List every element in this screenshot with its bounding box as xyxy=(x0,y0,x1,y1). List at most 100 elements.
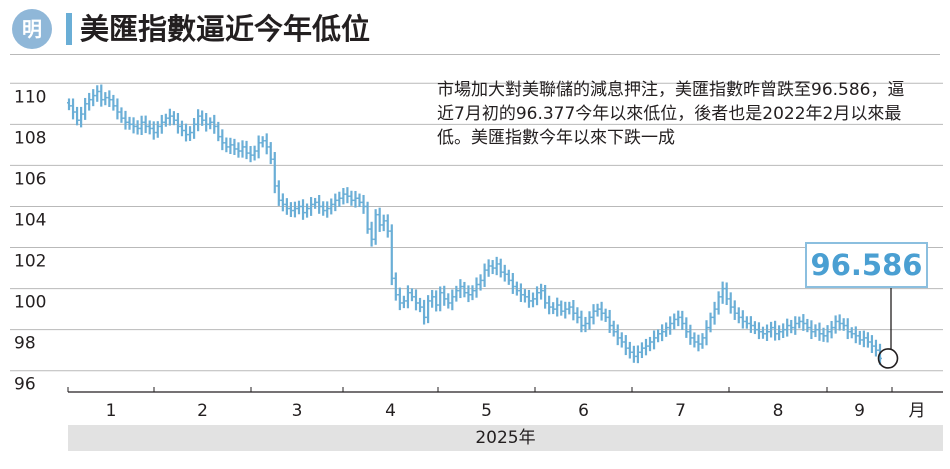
ohlc-bar xyxy=(131,117,136,134)
ohlc-bar xyxy=(535,286,540,306)
ohlc-bar xyxy=(288,202,293,217)
ohlc-bar xyxy=(849,327,854,339)
ohlc-bar xyxy=(292,201,297,218)
ohlc-bar xyxy=(111,94,116,111)
ohlc-bar xyxy=(345,187,350,204)
ohlc-bar xyxy=(789,319,794,334)
ohlc-bar xyxy=(430,290,435,308)
ohlc-bar xyxy=(514,281,519,296)
ohlc-bar xyxy=(760,326,765,339)
ohlc-bar xyxy=(301,199,306,220)
ohlc-bar xyxy=(583,316,588,333)
brand-logo: 明 xyxy=(12,9,52,49)
ohlc-bar xyxy=(841,318,846,331)
ohlc-bar xyxy=(373,209,378,245)
ohlc-bar xyxy=(119,107,124,123)
low-marker-circle xyxy=(877,348,899,369)
ohlc-bar xyxy=(744,316,749,329)
ohlc-bar xyxy=(426,295,431,324)
ohlc-bar xyxy=(664,322,669,337)
ohlc-bar xyxy=(434,290,439,312)
ohlc-bar xyxy=(708,312,713,333)
ohlc-bar xyxy=(99,84,104,107)
ohlc-bar xyxy=(107,90,112,107)
ohlc-bar xyxy=(361,194,366,214)
ohlc-bar xyxy=(587,311,592,330)
ohlc-bar xyxy=(244,140,249,160)
y-tick-label: 104 xyxy=(14,210,46,230)
year-label: 2025年 xyxy=(475,428,536,448)
ohlc-bar xyxy=(607,309,612,333)
ohlc-bar xyxy=(668,316,673,335)
ohlc-bar xyxy=(696,334,701,352)
ohlc-bar xyxy=(175,113,180,134)
ohlc-bar xyxy=(305,203,310,218)
chart-title: 美匯指數逼近今年低位 xyxy=(80,12,371,46)
ohlc-bar xyxy=(184,123,189,142)
ohlc-bar xyxy=(494,256,499,276)
ohlc-bar xyxy=(595,303,600,317)
ohlc-bar xyxy=(785,318,790,337)
ohlc-bar xyxy=(510,273,515,294)
ohlc-bar xyxy=(284,198,289,215)
annotation-text: 市場加大對美聯儲的減息押注，美匯指數昨曾跌至96.586，逼近7月初的96.37… xyxy=(437,80,905,148)
ohlc-bar xyxy=(87,92,92,111)
ohlc-bar xyxy=(268,142,273,165)
ohlc-bar xyxy=(143,115,148,134)
ohlc-bar xyxy=(454,285,459,302)
ohlc-bar xyxy=(684,317,689,338)
y-tick-label: 110 xyxy=(14,87,46,107)
ohlc-bar xyxy=(571,299,576,321)
ohlc-bar xyxy=(769,321,774,338)
ohlc-bar xyxy=(325,201,330,218)
ohlc-bar xyxy=(599,301,604,321)
price-bars xyxy=(67,84,882,365)
ohlc-bar xyxy=(518,283,523,302)
low-value-callout: 96.586 xyxy=(805,242,928,288)
ohlc-bar xyxy=(397,287,402,311)
ohlc-bar xyxy=(317,195,322,214)
ohlc-bar xyxy=(95,85,100,102)
ohlc-bar xyxy=(413,289,418,311)
ohlc-bar xyxy=(123,110,128,130)
ohlc-bar xyxy=(353,190,358,208)
ohlc-bar xyxy=(603,308,608,322)
ohlc-bar xyxy=(853,326,858,344)
ohlc-bar xyxy=(405,285,410,309)
ohlc-bar xyxy=(151,121,156,140)
ohlc-bar xyxy=(349,190,354,206)
ohlc-bar xyxy=(857,330,862,345)
ohlc-bar xyxy=(756,322,761,340)
ohlc-bar xyxy=(333,193,338,212)
ohlc-bar xyxy=(526,289,531,308)
ohlc-bar xyxy=(813,324,818,338)
ohlc-bar xyxy=(531,292,536,308)
ohlc-bar xyxy=(793,316,798,335)
ohlc-bar xyxy=(716,291,721,315)
ohlc-bar xyxy=(224,137,229,153)
ohlc-bar xyxy=(79,106,84,128)
x-tick-label: 6 xyxy=(578,401,589,421)
ohlc-bar xyxy=(127,116,132,130)
ohlc-bar xyxy=(869,335,874,353)
y-tick-label: 98 xyxy=(14,334,36,354)
ohlc-bar xyxy=(825,325,830,343)
ohlc-bar xyxy=(171,111,176,126)
ohlc-bar xyxy=(619,332,624,348)
ohlc-bar xyxy=(103,92,108,106)
ohlc-bar xyxy=(522,289,527,303)
ohlc-bar xyxy=(672,313,677,330)
ohlc-bar xyxy=(797,316,802,329)
ohlc-bar xyxy=(680,310,685,331)
ohlc-bar xyxy=(470,285,475,301)
ohlc-bar xyxy=(801,314,806,331)
ohlc-bar xyxy=(591,304,596,325)
x-tick-label: 9 xyxy=(854,401,865,421)
ohlc-bar xyxy=(474,277,479,298)
ohlc-bar xyxy=(809,320,814,340)
ohlc-bar xyxy=(393,272,398,301)
y-axis-ticks: 96 98 100 102 104 106 108 110 xyxy=(14,87,46,394)
ohlc-bar xyxy=(652,330,657,350)
x-tick-label: 5 xyxy=(481,401,492,421)
